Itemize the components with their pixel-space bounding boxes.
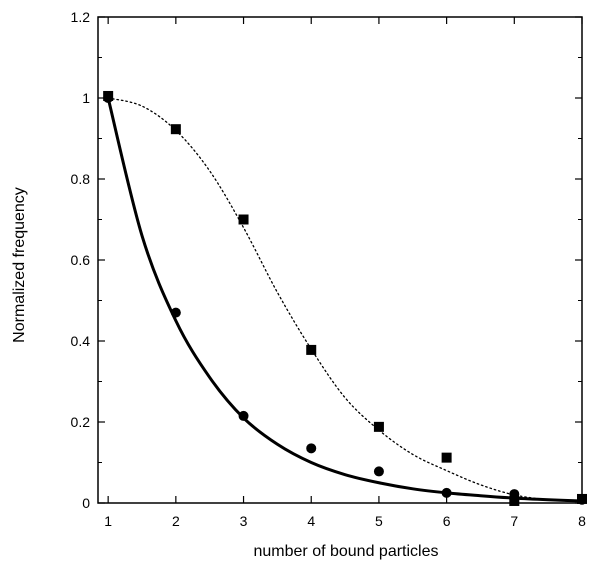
x-axis-title: number of bound particles xyxy=(254,543,439,560)
circle-data-point xyxy=(509,489,520,500)
x-tick-label: 6 xyxy=(443,513,451,529)
x-tick-label: 4 xyxy=(307,513,315,529)
square-data-point xyxy=(441,452,452,463)
plot-area xyxy=(97,16,583,504)
circle-data-point xyxy=(103,93,114,103)
x-tick-label: 5 xyxy=(375,513,383,529)
x-tick-label: 8 xyxy=(578,513,586,529)
circle-data-point xyxy=(306,443,317,454)
circle-data-point xyxy=(441,487,452,498)
y-tick-label: 0.8 xyxy=(71,171,91,187)
y-tick-label: 0 xyxy=(82,495,90,511)
dotted-fit-curve xyxy=(107,97,583,503)
circle-data-point xyxy=(238,410,249,421)
plot-frame xyxy=(97,16,583,504)
y-tick-label: 1 xyxy=(82,90,90,106)
circle-data-point xyxy=(170,307,181,318)
square-data-point xyxy=(373,421,384,432)
axis-ticks: 1 2 3 4 5 6 7 8 0 0.2 0.4 0.6 0.8 1 1.2 xyxy=(71,9,587,529)
y-tick-label: 0.2 xyxy=(71,414,91,430)
data-markers xyxy=(103,90,587,506)
x-tick-label: 3 xyxy=(240,513,248,529)
x-tick-label: 2 xyxy=(172,513,180,529)
fit-curves xyxy=(106,96,584,503)
solid-fit-curve xyxy=(106,96,584,503)
y-tick-label: 1.2 xyxy=(71,9,91,25)
x-tick-label: 7 xyxy=(510,513,518,529)
square-data-point xyxy=(306,344,317,355)
circle-data-point xyxy=(373,466,384,477)
x-tick-label: 1 xyxy=(104,513,112,529)
y-axis-title: Normalized frequency xyxy=(11,187,28,343)
y-tick-label: 0.6 xyxy=(71,252,91,268)
square-data-point xyxy=(238,214,249,225)
y-tick-label: 0.4 xyxy=(71,333,91,349)
square-data-point xyxy=(170,124,181,135)
